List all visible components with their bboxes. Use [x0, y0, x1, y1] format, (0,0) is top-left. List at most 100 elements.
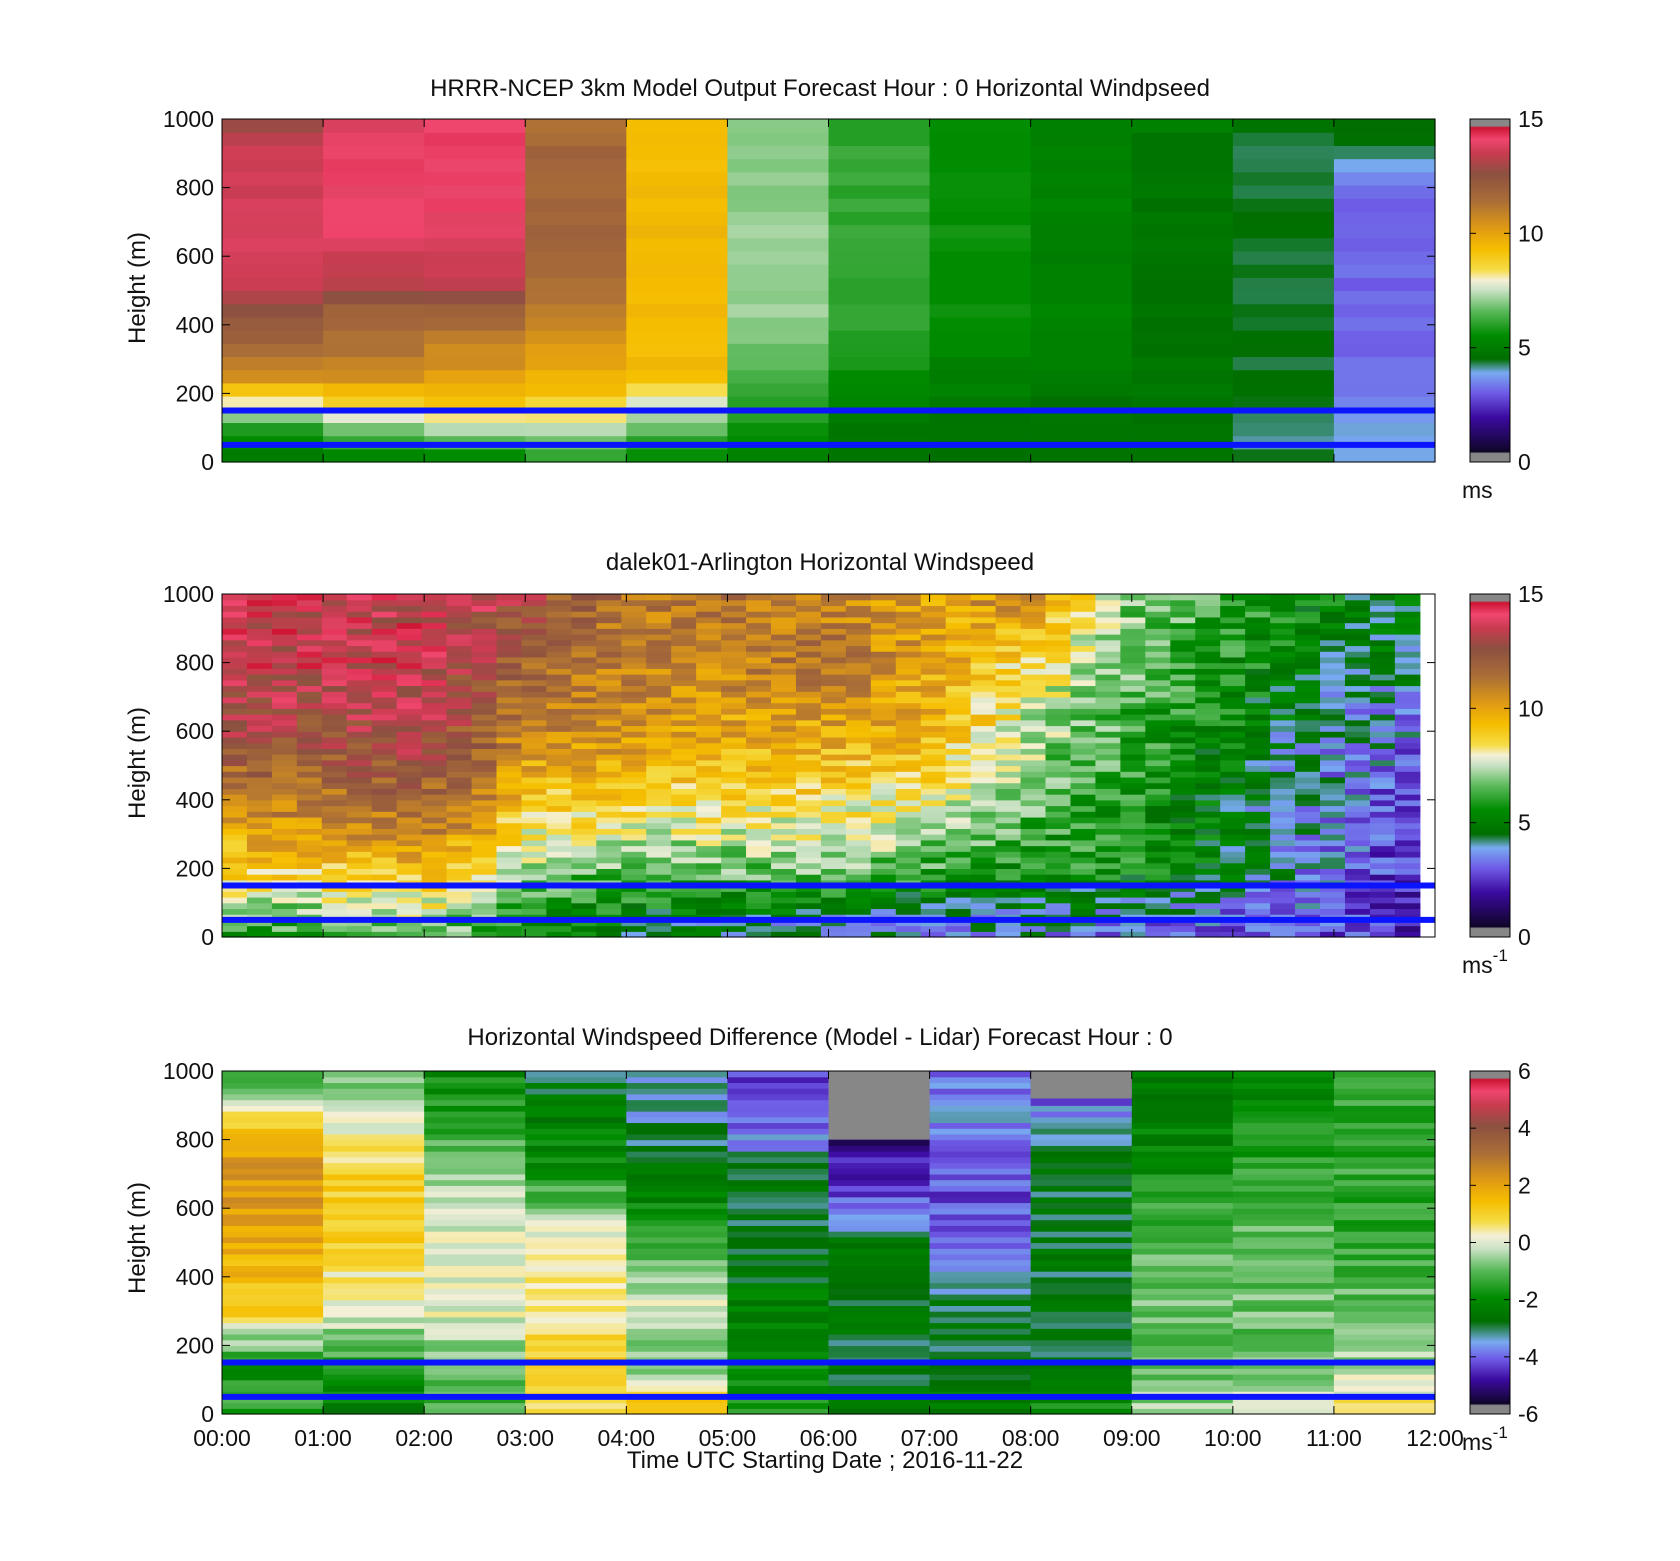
- heatmap-cell: [1120, 788, 1146, 795]
- heatmap-cell: [521, 776, 548, 784]
- heatmap-cell: [396, 628, 423, 635]
- heatmap-cell: [820, 651, 847, 658]
- heatmap-cell: [596, 885, 622, 892]
- heatmap-cell: [945, 702, 972, 709]
- heatmap-cell: [828, 1185, 931, 1192]
- heatmap-cell: [546, 611, 572, 618]
- heatmap-cell: [222, 356, 324, 371]
- heatmap-cell: [371, 891, 398, 898]
- heatmap-cell: [828, 343, 931, 358]
- heatmap-cell: [845, 611, 872, 618]
- heatmap-cell: [323, 1276, 425, 1284]
- heatmap-cell: [828, 1191, 931, 1198]
- heatmap-cell: [820, 925, 847, 932]
- heatmap-cell: [296, 685, 323, 692]
- heatmap-cell: [828, 1368, 931, 1375]
- heatmap-cell: [929, 132, 1032, 146]
- heatmap-cell: [1320, 839, 1346, 847]
- heatmap-cell: [1245, 816, 1271, 824]
- heatmap-cell: [1120, 919, 1146, 927]
- heatmap-cell: [995, 908, 1022, 915]
- heatmap-cell: [626, 1253, 729, 1261]
- heatmap-cell: [1232, 1191, 1335, 1198]
- heatmap-cell: [525, 198, 627, 212]
- heatmap-cell: [1320, 719, 1346, 727]
- heatmap-cell: [995, 622, 1022, 629]
- heatmap-cell: [646, 765, 672, 772]
- heatmap-cell: [1070, 868, 1097, 875]
- heatmap-cell: [895, 651, 922, 658]
- heatmap-cell: [246, 891, 273, 898]
- heatmap-cell: [1131, 1151, 1234, 1158]
- heatmap-cell: [671, 742, 697, 749]
- heatmap-cell: [371, 816, 398, 824]
- heatmap-cell: [746, 725, 772, 732]
- heatmap-cell: [471, 656, 498, 664]
- heatmap-cell: [1270, 622, 1296, 629]
- heatmap-cell: [446, 782, 473, 789]
- heatmap-cell: [571, 645, 597, 652]
- heatmap-cell: [1220, 845, 1246, 852]
- heatmap-cell: [1131, 1099, 1234, 1106]
- heatmap-cell: [626, 1128, 729, 1135]
- heatmap-cell: [1344, 816, 1371, 824]
- heatmap-cell: [727, 396, 830, 410]
- heatmap-cell: [870, 816, 897, 824]
- heatmap-cell: [1220, 616, 1246, 624]
- heatmap-cell: [1030, 1191, 1133, 1198]
- heatmap-cell: [945, 708, 972, 715]
- heatmap-cell: [323, 316, 425, 331]
- heatmap-cell: [870, 908, 897, 915]
- heatmap-cell: [321, 851, 348, 858]
- heatmap-cell: [771, 896, 797, 904]
- heatmap-cell: [323, 1105, 425, 1112]
- heatmap-cell: [571, 691, 597, 698]
- heatmap-cell: [1232, 369, 1335, 384]
- heatmap-cell: [571, 759, 597, 767]
- heatmap-cell: [820, 639, 847, 647]
- heatmap-cell: [1320, 742, 1346, 749]
- heatmap-cell: [1030, 211, 1133, 226]
- heatmap-cell: [1369, 674, 1396, 681]
- heatmap-cell: [820, 776, 847, 784]
- colorbar-tick-label: -4: [1518, 1344, 1539, 1370]
- heatmap-cell: [970, 874, 997, 881]
- heatmap-cell: [621, 611, 647, 618]
- heatmap-cell: [1145, 794, 1171, 801]
- heatmap-cell: [646, 708, 672, 715]
- heatmap-cell: [296, 805, 323, 812]
- heatmap-cell: [1232, 1305, 1335, 1312]
- heatmap-cell: [771, 668, 797, 675]
- heatmap-cell: [446, 919, 473, 927]
- heatmap-cell: [1045, 771, 1072, 778]
- heatmap-cell: [525, 1293, 627, 1301]
- heatmap-cell: [471, 754, 498, 761]
- heatmap-cell: [321, 822, 348, 829]
- heatmap-cell: [1070, 651, 1097, 658]
- heatmap-cell: [1170, 656, 1196, 664]
- heatmap-cell: [1145, 822, 1171, 829]
- heatmap-cell: [271, 805, 298, 812]
- heatmap-cell: [496, 731, 523, 738]
- heatmap-cell: [424, 290, 526, 305]
- heatmap-cell: [296, 605, 323, 612]
- heatmap-cell: [1030, 1259, 1133, 1266]
- heatmap-cell: [396, 639, 423, 647]
- heatmap-cell: [929, 145, 1032, 160]
- heatmap-cell: [995, 794, 1022, 801]
- heatmap-cell: [895, 731, 922, 738]
- heatmap-cell: [1170, 822, 1196, 829]
- heatmap-cell: [727, 1271, 830, 1278]
- x-tick-label: 09:00: [1103, 1425, 1161, 1451]
- heatmap-cell: [1333, 1173, 1436, 1181]
- heatmap-cell: [721, 771, 747, 778]
- heatmap-cell: [746, 799, 772, 807]
- heatmap-cell: [1369, 685, 1396, 692]
- heatmap-cell: [646, 651, 672, 658]
- heatmap-cell: [323, 1076, 425, 1084]
- heatmap-cell: [626, 422, 729, 437]
- heatmap-cell: [1270, 828, 1296, 835]
- heatmap-cell: [1320, 885, 1346, 892]
- heatmap-cell: [1195, 776, 1221, 784]
- heatmap-cell: [795, 891, 822, 898]
